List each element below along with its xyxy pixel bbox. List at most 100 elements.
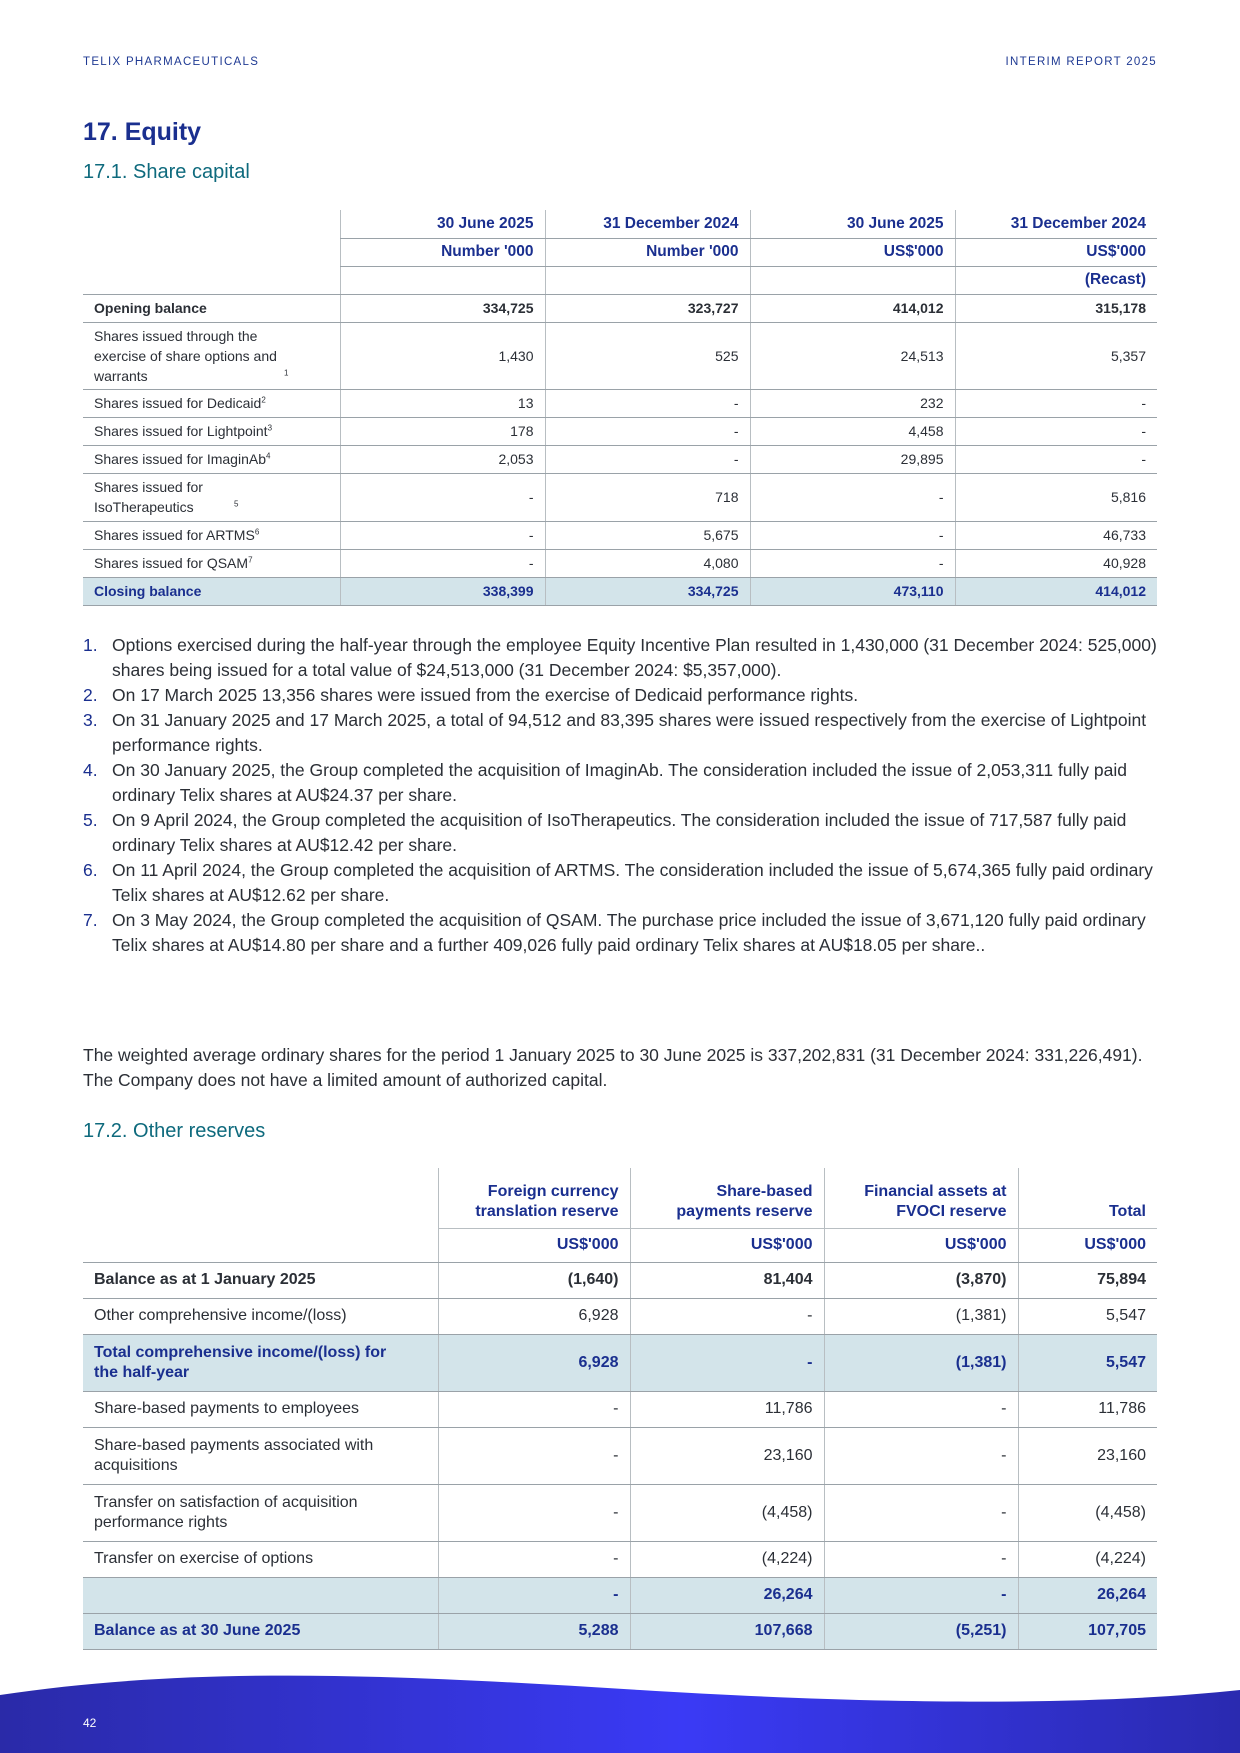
cell-value: 26,264 [1017, 1577, 1157, 1614]
cell-value: 5,547 [1017, 1334, 1157, 1392]
weighted-average-paragraph: The weighted average ordinary shares for… [83, 1045, 1143, 1090]
cell-value: (1,640) [437, 1262, 630, 1299]
table-row: Shares issued for QSAM7-4,080-40,928 [83, 549, 1157, 578]
table-row: Shares issued for ImaginAb4 2,053-29,895- [83, 445, 1157, 474]
row-label: Total comprehensive income/(loss) for th… [83, 1334, 438, 1392]
row-label-text: Shares issued for Lightpoint [94, 423, 268, 439]
cell-value: 23,160 [629, 1427, 824, 1485]
cell-value: 107,705 [1017, 1613, 1157, 1650]
cell-value: (1,381) [823, 1298, 1018, 1335]
row-label-text: Opening balance [94, 300, 207, 316]
row-label: Transfer on satisfaction of acquisition … [83, 1484, 438, 1542]
row-label: Closing balance [83, 577, 340, 606]
table-row: Shares issued through the exercise of sh… [83, 322, 1157, 390]
table-row: Shares issued for Lightpoint3 178-4,458- [83, 417, 1157, 446]
cell-value: 5,547 [1017, 1298, 1157, 1335]
row-label [83, 1577, 438, 1614]
footer-wave [0, 1675, 1240, 1753]
column-header [339, 266, 545, 295]
other-reserves-table: Foreign currency translation reserve Shar… [83, 1168, 1157, 1650]
cell-value: 107,668 [629, 1613, 824, 1650]
subsection-share-capital: 17.1. Share capital [83, 161, 250, 183]
table-row: Share-based payments associated with acq… [83, 1427, 1157, 1485]
header-row: Number '000 Number '000 US$'000 US$'000 [83, 238, 1157, 267]
unit-header: US$'000 [1017, 1228, 1157, 1263]
cell-value: 75,894 [1017, 1262, 1157, 1299]
cell-value: - [749, 549, 955, 578]
row-label: Shares issued through the exercise of sh… [83, 322, 340, 390]
cell-value: 323,727 [544, 294, 750, 323]
cell-value: 13 [339, 389, 545, 418]
cell-value: 4,080 [544, 549, 750, 578]
cell-value: 2,053 [339, 445, 545, 474]
column-header: Financial assets at FVOCI reserve [823, 1168, 1018, 1229]
row-label: Other comprehensive income/(loss) [83, 1298, 438, 1335]
footnote-item: 6. On 11 April 2024, the Group completed … [83, 858, 1163, 908]
row-label-text: Shares issued through the exercise of sh… [94, 327, 277, 384]
column-header: US$'000 [954, 238, 1157, 267]
table-row: Transfer on satisfaction of acquisition … [83, 1484, 1157, 1542]
cell-value: 178 [339, 417, 545, 446]
column-header: 31 December 2024 [544, 210, 750, 239]
cell-value: 414,012 [954, 577, 1157, 606]
footnote-number: 3. [83, 710, 98, 730]
table-row: Balance as at 30 June 2025 5,288 107,668 (5… [83, 1613, 1157, 1650]
footnote-item: 7. On 3 May 2024, the Group completed the… [83, 908, 1163, 958]
column-header: 30 June 2025 [339, 210, 545, 239]
section-title: 17. Equity [83, 118, 202, 146]
row-label-text: Shares issued for ImaginAb [94, 451, 266, 467]
header-row: Foreign currency translation reserve Shar… [83, 1168, 1157, 1229]
cell-value: 718 [544, 473, 750, 522]
cell-value: 4,458 [749, 417, 955, 446]
cell-value: 23,160 [1017, 1427, 1157, 1485]
cell-value: 5,357 [954, 322, 1157, 390]
cell-value: 29,895 [749, 445, 955, 474]
table-row: -26,264-26,264 [83, 1577, 1157, 1614]
cell-value: 1,430 [339, 322, 545, 390]
cell-value: - [339, 473, 545, 522]
subsection-other-reserves: 17.2. Other reserves [83, 1120, 266, 1142]
unit-header: US$'000 [629, 1228, 824, 1263]
footnote-ref: 4 [265, 451, 271, 461]
cell-value: 473,110 [749, 577, 955, 606]
row-label: Share-based payments associated with acq… [83, 1427, 438, 1485]
row-label-text: Closing balance [94, 583, 202, 599]
unit-header: US$'000 [823, 1228, 1018, 1263]
header-blank [83, 210, 340, 238]
cell-value: - [629, 1334, 824, 1392]
share-capital-table: 30 June 2025 31 December 2024 30 June 2025… [83, 210, 1157, 606]
column-header: 31 December 2024 [954, 210, 1157, 239]
cell-value: 414,012 [749, 294, 955, 323]
table-row: Shares issued for ARTMS6-5,675-46,733 [83, 521, 1157, 550]
footnote-item: 1. Options exercised during the half-year… [83, 633, 1163, 683]
column-header: Number '000 [544, 238, 750, 267]
row-label: Balance as at 30 June 2025 [83, 1613, 438, 1650]
footnote-item: 4. On 30 January 2025, the Group complete… [83, 758, 1163, 808]
footnote-number: 2. [83, 685, 98, 705]
cell-value: 5,288 [437, 1613, 630, 1650]
cell-value: 334,725 [544, 577, 750, 606]
footnote-text: Options exercised during the half-year t… [112, 635, 1157, 680]
cell-value: 11,786 [1017, 1391, 1157, 1428]
row-label: Opening balance [83, 294, 340, 323]
cell-value: - [339, 549, 545, 578]
cell-value: - [823, 1484, 1018, 1542]
footnote-text: On 31 January 2025 and 17 March 2025, a … [112, 710, 1147, 755]
footnote-text: On 11 April 2024, the Group completed th… [112, 860, 1153, 905]
cell-value: (1,381) [823, 1334, 1018, 1392]
footnotes: 1. Options exercised during the half-year… [83, 633, 1163, 958]
cell-value: - [437, 1541, 630, 1578]
footnote-ref: 7 [248, 555, 253, 565]
column-header: US$'000 [749, 238, 955, 267]
cell-value: - [339, 521, 545, 550]
cell-value: 81,404 [629, 1262, 824, 1299]
row-label-text: Shares issued for Dedicaid [94, 395, 262, 411]
footnote-number: 6. [83, 860, 98, 880]
cell-value: 338,399 [339, 577, 545, 606]
cell-value: - [544, 417, 750, 446]
row-label-text: Shares issued for ARTMS [94, 527, 255, 543]
units-row: US$'000 US$'000 US$'000 US$'000 [83, 1228, 1157, 1263]
row-label-text: Shares issued for QSAM [94, 555, 249, 571]
row-label: Shares issued for ARTMS6 [83, 521, 340, 550]
cell-value: 6,928 [437, 1334, 630, 1392]
